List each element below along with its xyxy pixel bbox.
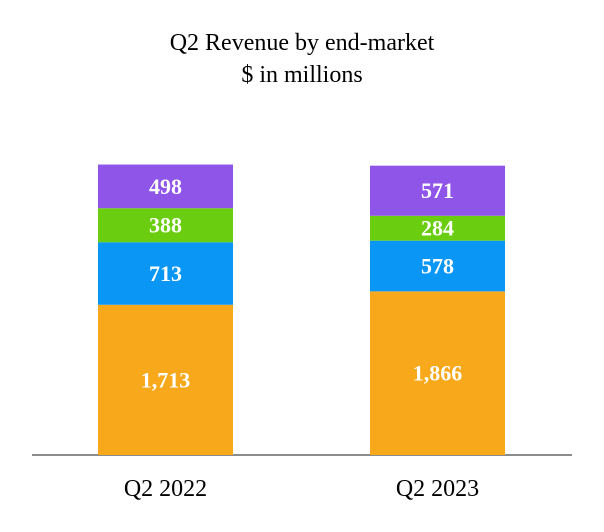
chart-subtitle: $ in millions: [241, 62, 363, 88]
data-label: 1,713: [141, 367, 191, 392]
data-label: 571: [421, 178, 454, 203]
bar-segment-1-q2-2022: [98, 304, 233, 455]
bar-segment-4-q2-2023: [370, 165, 505, 216]
x-tick-label: Q2 2022: [124, 476, 207, 502]
data-label: 284: [421, 216, 454, 241]
data-label: 1,866: [413, 361, 463, 386]
bar-segment-2-q2-2023: [370, 240, 505, 292]
data-label: 713: [149, 261, 182, 286]
bar-segment-3-q2-2023: [370, 215, 505, 241]
x-tick-label: Q2 2023: [396, 476, 479, 502]
data-label: 578: [421, 254, 454, 279]
bar-segment-1-q2-2023: [370, 291, 505, 455]
bar-segment-4-q2-2022: [98, 164, 233, 209]
data-label: 388: [149, 213, 182, 238]
bar-segment-2-q2-2022: [98, 242, 233, 305]
chart-title: Q2 Revenue by end-market: [169, 30, 435, 56]
bar-segment-3-q2-2022: [98, 208, 233, 243]
data-label: 498: [149, 174, 182, 199]
